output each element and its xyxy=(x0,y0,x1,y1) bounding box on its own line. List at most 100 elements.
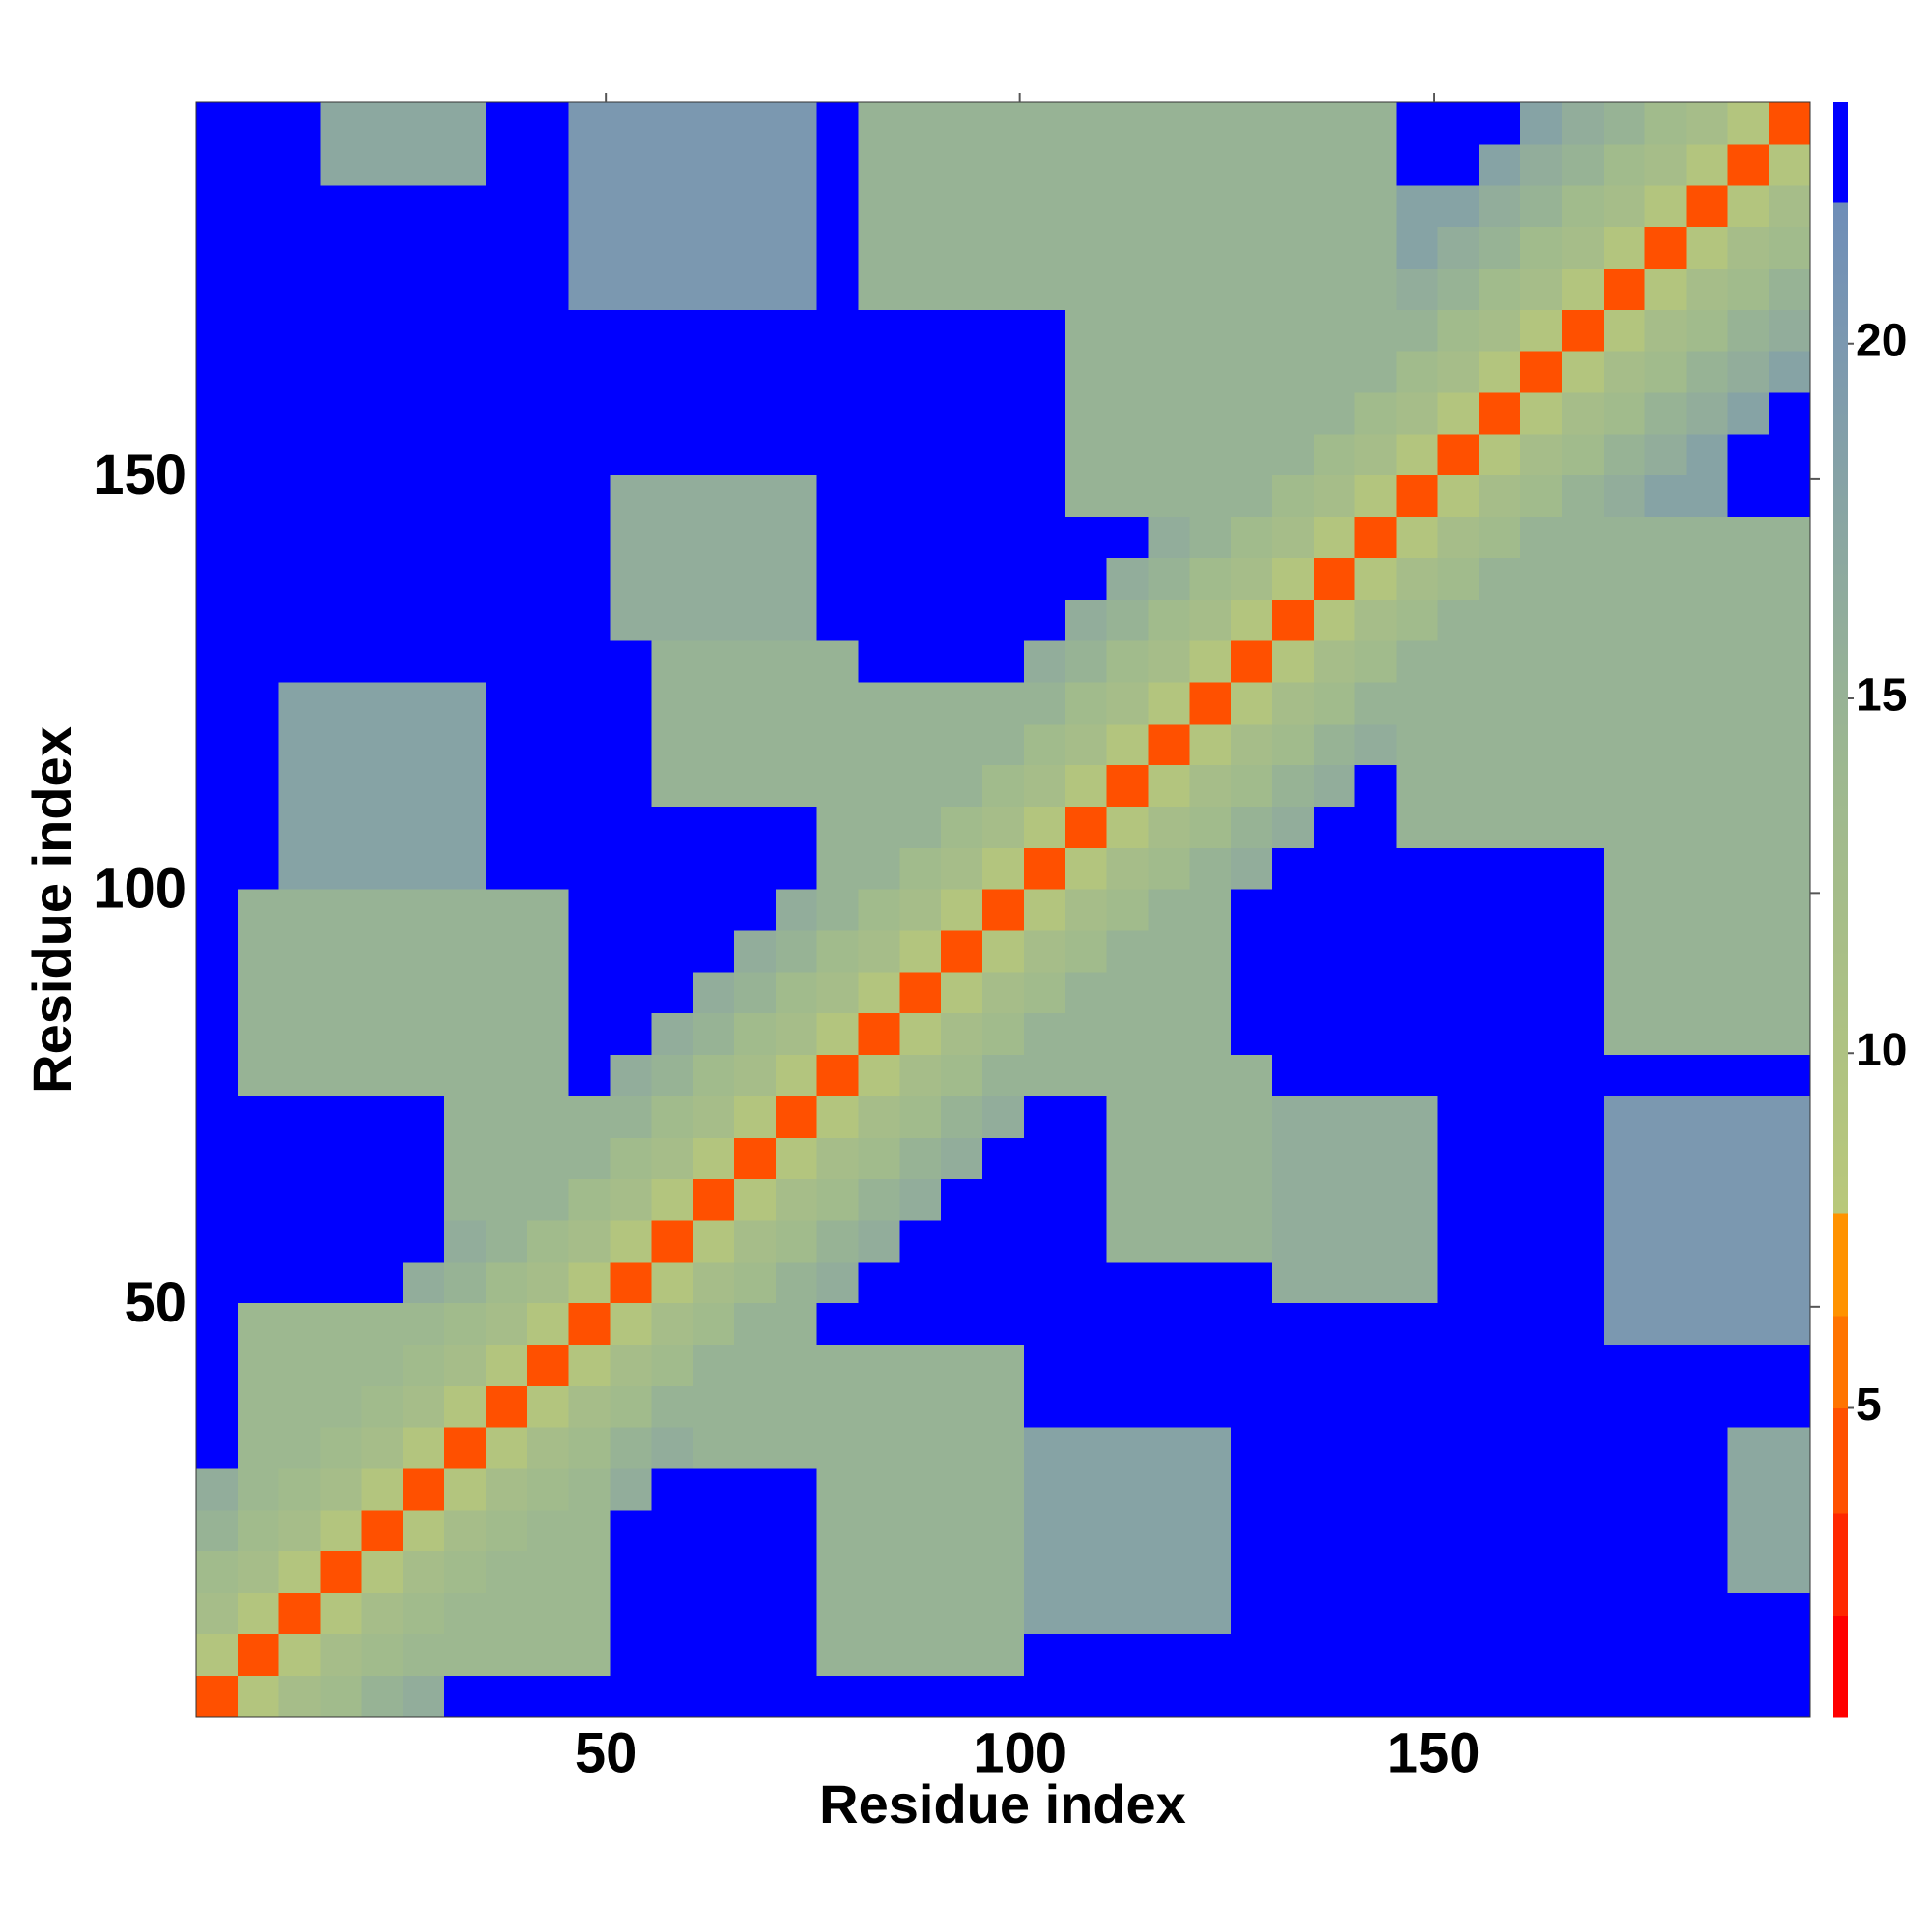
heatmap-cell xyxy=(816,1675,860,1718)
heatmap-cell xyxy=(1189,681,1232,724)
heatmap-cell xyxy=(196,1385,239,1428)
heatmap-cell xyxy=(858,1261,900,1304)
heatmap-cell xyxy=(526,351,570,393)
heatmap-cell xyxy=(858,268,900,310)
heatmap-cell xyxy=(1313,1509,1356,1552)
heatmap-cell xyxy=(816,351,860,393)
heatmap-cell xyxy=(526,1634,570,1676)
heatmap-cell xyxy=(485,1095,528,1138)
heatmap-cell xyxy=(1148,1095,1190,1138)
heatmap-cell xyxy=(816,971,860,1014)
heatmap-cell xyxy=(568,723,611,766)
heatmap-cell xyxy=(237,185,280,228)
heatmap-cell xyxy=(1686,1302,1728,1345)
heatmap-cell xyxy=(1769,1137,1811,1179)
heatmap-cell xyxy=(1437,806,1480,848)
heatmap-cell xyxy=(361,185,404,228)
heatmap-cell xyxy=(1727,764,1770,807)
heatmap-cell xyxy=(1603,1550,1646,1594)
heatmap-cell xyxy=(526,1550,570,1594)
heatmap-cell xyxy=(1106,1467,1150,1511)
heatmap-cell xyxy=(1106,599,1150,641)
heatmap-cell xyxy=(196,1179,239,1221)
heatmap-cell xyxy=(1354,1012,1398,1056)
heatmap-cell xyxy=(1023,1427,1066,1469)
heatmap-cell xyxy=(1727,1219,1770,1263)
heatmap-cell xyxy=(1644,1634,1688,1676)
heatmap-cell xyxy=(858,1302,900,1345)
heatmap-cell xyxy=(526,889,570,931)
heatmap-cell xyxy=(1644,309,1688,352)
heatmap-cell xyxy=(1354,1592,1398,1634)
heatmap-cell xyxy=(361,764,404,807)
heatmap-cell xyxy=(1437,433,1480,476)
heatmap-cell xyxy=(1769,1675,1811,1718)
heatmap-cell xyxy=(693,971,735,1014)
heatmap-cell xyxy=(361,391,404,435)
heatmap-cell xyxy=(1644,1592,1688,1634)
colorbar-segment xyxy=(1833,1513,1848,1617)
heatmap-cell xyxy=(237,391,280,435)
heatmap-cell xyxy=(1065,723,1108,766)
heatmap-cell xyxy=(982,971,1025,1014)
heatmap-cell xyxy=(1686,185,1728,228)
heatmap-cell xyxy=(444,723,487,766)
heatmap-cell xyxy=(278,723,322,766)
heatmap-cell xyxy=(899,929,942,973)
heatmap-cell xyxy=(320,806,362,848)
heatmap-cell xyxy=(693,1012,735,1056)
colorbar-segment xyxy=(1833,769,1848,1214)
heatmap-cell xyxy=(1561,806,1605,848)
heatmap-cell xyxy=(196,557,239,600)
heatmap-cell xyxy=(1644,557,1688,600)
heatmap-cell xyxy=(278,640,322,683)
heatmap-cell xyxy=(1354,1634,1398,1676)
heatmap-cell xyxy=(858,433,900,476)
heatmap-cell xyxy=(1272,847,1315,890)
heatmap-cell xyxy=(1479,599,1521,641)
heatmap-cell xyxy=(444,764,487,807)
heatmap-cell xyxy=(899,1261,942,1304)
heatmap-cell xyxy=(526,1509,570,1552)
heatmap-cell xyxy=(1644,143,1688,186)
heatmap-cell xyxy=(237,971,280,1014)
heatmap-cell xyxy=(568,516,611,558)
heatmap-cell xyxy=(899,391,942,435)
heatmap-cell xyxy=(1769,1095,1811,1138)
heatmap-cell xyxy=(361,1095,404,1138)
heatmap-cell xyxy=(610,723,652,766)
heatmap-cell xyxy=(1603,185,1646,228)
heatmap-cell xyxy=(237,557,280,600)
heatmap-cell xyxy=(1313,516,1356,558)
heatmap-cell xyxy=(816,599,860,641)
heatmap-cell xyxy=(610,889,652,931)
heatmap-cell xyxy=(1603,1509,1646,1552)
heatmap-cell xyxy=(444,557,487,600)
heatmap-cell xyxy=(1065,226,1108,269)
heatmap-cell xyxy=(237,723,280,766)
heatmap-cell xyxy=(651,971,694,1014)
colorbar-segment xyxy=(1833,1316,1848,1408)
heatmap-cell xyxy=(237,806,280,848)
heatmap-cell xyxy=(196,764,239,807)
heatmap-cell xyxy=(1065,889,1108,931)
heatmap-cell xyxy=(361,1219,404,1263)
heatmap-cell xyxy=(1769,1302,1811,1345)
heatmap-cell xyxy=(1189,723,1232,766)
heatmap-cell xyxy=(1231,102,1273,145)
heatmap-cell xyxy=(444,806,487,848)
heatmap-cell xyxy=(1603,1592,1646,1634)
heatmap-cell xyxy=(1272,1592,1315,1634)
heatmap-cell xyxy=(775,1634,818,1676)
heatmap-cell xyxy=(526,268,570,310)
heatmap-cell xyxy=(1437,1302,1480,1345)
heatmap-cell xyxy=(651,1550,694,1594)
heatmap-cell xyxy=(1686,723,1728,766)
heatmap-cell xyxy=(1231,226,1273,269)
heatmap-cell xyxy=(320,185,362,228)
heatmap-cell xyxy=(1148,351,1190,393)
heatmap-cell xyxy=(899,1054,942,1096)
heatmap-cell xyxy=(1520,1344,1563,1386)
heatmap-cell xyxy=(775,351,818,393)
heatmap-cell xyxy=(361,102,404,145)
